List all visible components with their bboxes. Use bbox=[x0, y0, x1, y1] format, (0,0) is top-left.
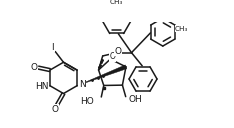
Text: CH₃: CH₃ bbox=[175, 26, 188, 32]
Text: HN: HN bbox=[35, 82, 48, 91]
Text: O: O bbox=[110, 52, 116, 61]
Text: N: N bbox=[79, 80, 85, 89]
Text: O: O bbox=[115, 46, 122, 56]
Text: O: O bbox=[52, 105, 59, 114]
Text: O: O bbox=[31, 63, 38, 72]
Text: CH₃: CH₃ bbox=[110, 0, 123, 5]
Text: HO: HO bbox=[80, 97, 94, 106]
Text: I: I bbox=[51, 43, 54, 52]
Polygon shape bbox=[77, 65, 127, 86]
Text: OH: OH bbox=[129, 95, 143, 104]
